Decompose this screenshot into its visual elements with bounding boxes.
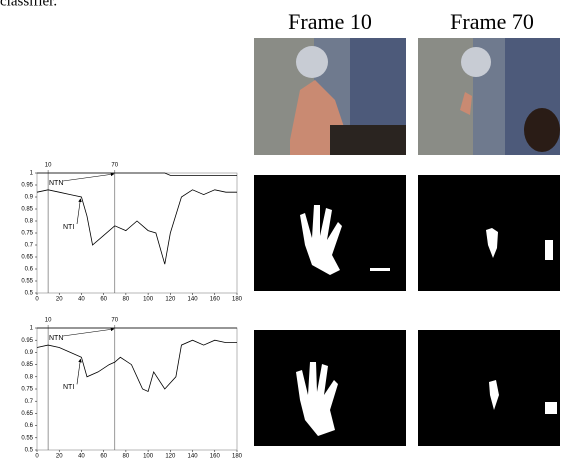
y-tick-label: 0.7 — [25, 243, 34, 249]
plot-frame — [37, 173, 237, 293]
annotation-arrow — [77, 199, 80, 224]
y-tick-label: 0.65 — [21, 411, 33, 417]
y-tick-label: 0.75 — [21, 231, 33, 237]
y-tick-label: 0.75 — [21, 387, 33, 393]
x-tick-label: 20 — [56, 297, 63, 303]
figure: classifier. Frame 10 Frame 70 0.5 0.55 0.6… — [0, 0, 567, 458]
y-tick-label: 0.8 — [25, 219, 34, 225]
x-tick-label: 0 — [35, 454, 39, 458]
x-tick-label: 0 — [35, 297, 39, 303]
x-tick-label: 180 — [232, 297, 243, 303]
x-tick-label: 80 — [123, 454, 130, 458]
y-tick-label: 0.7 — [25, 399, 34, 405]
y-tick-label: 1 — [30, 171, 34, 177]
x-tick-label: 160 — [210, 297, 221, 303]
y-tick-label: 0.9 — [25, 350, 34, 356]
y-tick-label: 0.6 — [25, 267, 34, 273]
series-annotation: NTN — [49, 335, 63, 342]
page: classifier. Frame 10 Frame 70 0.5 0.55 0.6… — [0, 0, 567, 458]
y-tick-label: 0.85 — [21, 207, 33, 213]
x-tick-label: 40 — [78, 454, 85, 458]
x-tick-label: 180 — [232, 454, 243, 458]
y-tick-label: 0.85 — [21, 362, 33, 368]
frame-marker-label: 70 — [111, 318, 118, 324]
series-annotation: NTI — [63, 384, 74, 391]
y-tick-label: 0.95 — [21, 338, 33, 344]
x-tick-label: 160 — [210, 454, 221, 458]
series-annotation: NTI — [63, 224, 74, 231]
caption-fragment: classifier. — [0, 0, 57, 9]
mask-image — [254, 330, 406, 446]
annotation-arrow — [63, 329, 114, 336]
y-tick-label: 0.55 — [21, 279, 33, 285]
y-tick-label: 0.9 — [25, 195, 34, 201]
x-tick-label: 120 — [165, 454, 176, 458]
photo — [418, 38, 560, 155]
column-header: Frame 70 — [450, 9, 534, 34]
frame-marker-label: 10 — [45, 163, 52, 169]
x-tick-label: 100 — [143, 297, 154, 303]
series-line — [37, 173, 237, 175]
column-header: Frame 10 — [288, 9, 372, 34]
annotation-arrow — [63, 174, 114, 181]
y-tick-label: 0.8 — [25, 374, 34, 380]
y-tick-label: 0.5 — [25, 291, 34, 297]
y-tick-label: 0.55 — [21, 435, 33, 441]
x-tick-label: 20 — [56, 454, 63, 458]
y-tick-label: 0.95 — [21, 183, 33, 189]
y-tick-label: 0.6 — [25, 423, 34, 429]
mask-image — [418, 175, 560, 291]
x-tick-label: 120 — [165, 297, 176, 303]
frame-marker-label: 10 — [45, 318, 52, 324]
y-tick-label: 0.5 — [25, 448, 34, 454]
annotation-arrow — [77, 359, 80, 384]
x-tick-label: 40 — [78, 297, 85, 303]
x-tick-label: 60 — [100, 454, 107, 458]
y-tick-label: 1 — [30, 326, 34, 332]
x-tick-label: 140 — [188, 454, 199, 458]
photo — [254, 38, 406, 155]
x-tick-label: 60 — [100, 297, 107, 303]
series-annotation: NTN — [49, 180, 63, 187]
mask-image — [254, 175, 406, 291]
frame-marker-label: 70 — [111, 163, 118, 169]
mask-image — [418, 330, 560, 446]
x-tick-label: 80 — [123, 297, 130, 303]
x-tick-label: 100 — [143, 454, 154, 458]
x-tick-label: 140 — [188, 297, 199, 303]
y-tick-label: 0.65 — [21, 255, 33, 261]
